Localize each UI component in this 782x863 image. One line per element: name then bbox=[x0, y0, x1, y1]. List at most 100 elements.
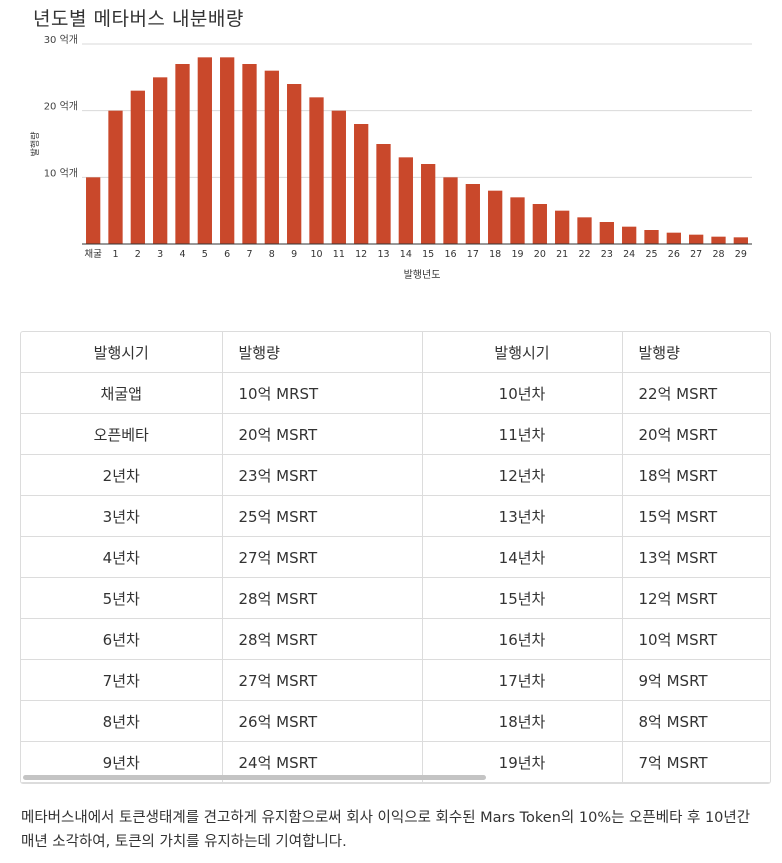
x-tick-label: 25 bbox=[645, 249, 657, 260]
cell-period-right: 13년차 bbox=[422, 495, 623, 537]
cell-period-left: 5년차 bbox=[21, 577, 223, 619]
y-tick-label: 20 억개 bbox=[44, 101, 78, 113]
bar bbox=[220, 57, 235, 245]
table-row: 채굴앱 10억 MRST 10년차 22억 MSRT bbox=[21, 372, 770, 414]
cell-amount-left: 28억 MSRT bbox=[222, 618, 423, 660]
cell-period-right: 15년차 bbox=[422, 577, 623, 619]
y-tick-label: 10 억개 bbox=[44, 167, 78, 179]
bar bbox=[555, 210, 570, 244]
cell-period-left: 8년차 bbox=[21, 700, 223, 742]
cell-amount-left: 27억 MSRT bbox=[222, 659, 423, 701]
x-axis-label: 발행년도 bbox=[404, 269, 441, 281]
horizontal-scrollbar[interactable] bbox=[23, 775, 486, 780]
x-tick-label: 1 bbox=[112, 249, 118, 260]
issuance-table-grid: 발행시기 발행량 발행시기 발행량 채굴앱 10억 MRST 10년차 22억 MSR… bbox=[21, 332, 770, 783]
x-tick-label: 15 bbox=[422, 249, 434, 260]
footnote-text: 메타버스내에서 토큰생태계를 견고하게 유지함으로써 회사 이익으로 회수된 M… bbox=[21, 810, 751, 850]
cell-period-right: 16년차 bbox=[422, 618, 623, 660]
cell-amount-left: 28억 MSRT bbox=[222, 577, 423, 619]
bar bbox=[644, 230, 659, 244]
bar bbox=[465, 184, 480, 244]
x-tick-label: 3 bbox=[157, 249, 163, 260]
cell-period-left: 6년차 bbox=[21, 618, 223, 660]
cell-amount-right: 13억 MSRT bbox=[622, 536, 770, 578]
bar bbox=[443, 177, 458, 244]
x-tick-label: 23 bbox=[601, 249, 613, 260]
cell-amount-left: 26억 MSRT bbox=[222, 700, 423, 742]
cell-amount-right: 15억 MSRT bbox=[622, 495, 770, 537]
bar bbox=[510, 197, 525, 244]
bar bbox=[354, 124, 369, 244]
header-period-left: 발행시기 bbox=[21, 332, 223, 373]
bar bbox=[242, 64, 257, 244]
cell-period-right: 17년차 bbox=[422, 659, 623, 701]
x-tick-label: 26 bbox=[668, 249, 680, 260]
cell-period-left: 3년차 bbox=[21, 495, 223, 537]
table-row: 3년차 25억 MSRT 13년차 15억 MSRT bbox=[21, 495, 770, 537]
bar bbox=[309, 97, 324, 244]
bar bbox=[331, 110, 346, 245]
x-tick-label: 5 bbox=[202, 249, 208, 260]
bar bbox=[108, 110, 123, 245]
cell-period-right: 10년차 bbox=[422, 372, 623, 414]
cell-amount-right: 20억 MSRT bbox=[622, 413, 770, 455]
bars bbox=[86, 57, 748, 245]
x-tick-label: 8 bbox=[269, 249, 275, 260]
cell-period-right: 12년차 bbox=[422, 454, 623, 496]
table-row: 7년차 27억 MSRT 17년차 9억 MSRT bbox=[21, 659, 770, 701]
x-tick-label: 4 bbox=[179, 249, 185, 260]
bar bbox=[666, 232, 681, 244]
table-header-row: 발행시기 발행량 발행시기 발행량 bbox=[21, 332, 770, 373]
table-row: 오픈베타 20억 MSRT 11년차 20억 MSRT bbox=[21, 413, 770, 455]
bar bbox=[398, 157, 413, 244]
bar bbox=[532, 204, 547, 244]
cell-amount-left: 27억 MSRT bbox=[222, 536, 423, 578]
issuance-table[interactable]: 발행시기 발행량 발행시기 발행량 채굴앱 10억 MRST 10년차 22억 MSR… bbox=[20, 331, 771, 784]
x-tick-label: 29 bbox=[735, 249, 747, 260]
gridlines bbox=[82, 43, 752, 178]
table-row: 2년차 23억 MSRT 12년차 18억 MSRT bbox=[21, 454, 770, 496]
table-row: 6년차 28억 MSRT 16년차 10억 MSRT bbox=[21, 618, 770, 660]
x-tick-labels: 채굴 1 2 3 4 5 6 7 8 9 10 11 12 13 14 15 16 17 18 19 20 21 22 23 2… bbox=[84, 249, 746, 260]
table-row: 5년차 28억 MSRT 15년차 12억 MSRT bbox=[21, 577, 770, 619]
x-tick-label: 21 bbox=[556, 249, 568, 260]
cell-period-left: 4년차 bbox=[21, 536, 223, 578]
x-tick-label: 24 bbox=[623, 249, 635, 260]
bar bbox=[130, 90, 145, 245]
bar bbox=[153, 77, 168, 244]
x-tick-label: 13 bbox=[377, 249, 389, 260]
bar bbox=[599, 222, 614, 244]
x-tick-label: 채굴 bbox=[84, 249, 102, 260]
x-tick-label: 17 bbox=[467, 249, 479, 260]
table-row: 8년차 26억 MSRT 18년차 8억 MSRT bbox=[21, 700, 770, 742]
x-tick-label: 18 bbox=[489, 249, 501, 260]
x-tick-label: 12 bbox=[355, 249, 367, 260]
y-tick-labels: 10 억개 20 억개 30 억개 bbox=[44, 34, 78, 179]
x-tick-label: 20 bbox=[534, 249, 546, 260]
x-tick-label: 2 bbox=[135, 249, 141, 260]
bar bbox=[264, 70, 279, 245]
x-tick-label: 6 bbox=[224, 249, 230, 260]
x-tick-label: 16 bbox=[444, 249, 456, 260]
x-tick-label: 10 bbox=[310, 249, 322, 260]
bar bbox=[421, 164, 436, 244]
y-axis-label: 발행량 bbox=[29, 132, 41, 157]
bar bbox=[86, 177, 101, 244]
cell-amount-right: 18억 MSRT bbox=[622, 454, 770, 496]
bar bbox=[577, 217, 592, 244]
cell-period-right: 11년차 bbox=[422, 413, 623, 455]
bar bbox=[175, 64, 190, 244]
bar bbox=[689, 234, 704, 244]
cell-period-left: 오픈베타 bbox=[21, 413, 223, 455]
cell-amount-right: 8억 MSRT bbox=[622, 700, 770, 742]
cell-amount-left: 23억 MSRT bbox=[222, 454, 423, 496]
cell-period-left: 2년차 bbox=[21, 454, 223, 496]
bar bbox=[733, 237, 748, 244]
chart-title: 년도별 메타버스 내분배량 bbox=[33, 8, 244, 30]
cell-period-left: 채굴앱 bbox=[21, 372, 223, 414]
x-tick-label: 27 bbox=[690, 249, 702, 260]
bar bbox=[376, 144, 391, 244]
table-row: 4년차 27억 MSRT 14년차 13억 MSRT bbox=[21, 536, 770, 578]
x-tick-label: 14 bbox=[400, 249, 412, 260]
